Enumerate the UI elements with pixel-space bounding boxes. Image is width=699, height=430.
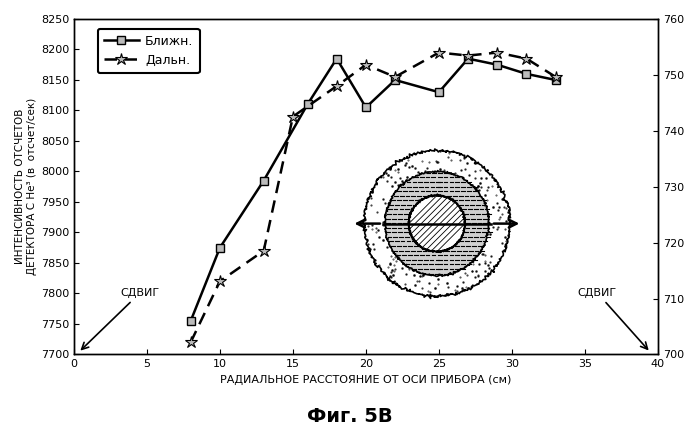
Дальн.: [289, 114, 297, 119]
Ближн.: [259, 178, 268, 183]
Ближн.: [391, 77, 399, 83]
X-axis label: РАДИАЛЬНОЕ РАССТОЯНИЕ ОТ ОСИ ПРИБОРА (см): РАДИАЛЬНОЕ РАССТОЯНИЕ ОТ ОСИ ПРИБОРА (см…: [220, 375, 512, 385]
Дальн.: [464, 53, 473, 58]
Дальн.: [552, 74, 560, 80]
Ближн.: [216, 245, 224, 250]
Ближн.: [303, 102, 312, 107]
Text: СДВИГ: СДВИГ: [82, 288, 160, 350]
Дальн.: [522, 56, 531, 61]
Дальн.: [493, 50, 501, 55]
Polygon shape: [409, 196, 465, 252]
Ближн.: [333, 56, 341, 61]
Ближн.: [552, 77, 560, 83]
Legend: Ближн., Дальн.: Ближн., Дальн.: [98, 29, 200, 74]
Line: Дальн.: Дальн.: [185, 46, 562, 348]
Дальн.: [361, 62, 370, 68]
Ближн.: [435, 89, 443, 95]
Дальн.: [435, 50, 443, 55]
Polygon shape: [385, 172, 489, 276]
Text: Фиг. 5В: Фиг. 5В: [307, 407, 392, 426]
Text: СДВИГ: СДВИГ: [577, 288, 647, 349]
Ближн.: [187, 318, 195, 323]
Ближн.: [361, 105, 370, 110]
Дальн.: [391, 74, 399, 80]
Y-axis label: ИНТЕНСИВНОСТЬ ОТСЧЕТОВ
ДЕТЕКТОРА С Не³ (в  отсчет/сек): ИНТЕНСИВНОСТЬ ОТСЧЕТОВ ДЕТЕКТОРА С Не³ (…: [15, 98, 36, 275]
Дальн.: [333, 83, 341, 89]
Дальн.: [187, 340, 195, 345]
Ближн.: [522, 71, 531, 77]
Дальн.: [216, 279, 224, 284]
Line: Ближн.: Ближн.: [187, 55, 560, 325]
Ближн.: [464, 56, 473, 61]
Ближн.: [493, 62, 501, 68]
Дальн.: [259, 248, 268, 253]
